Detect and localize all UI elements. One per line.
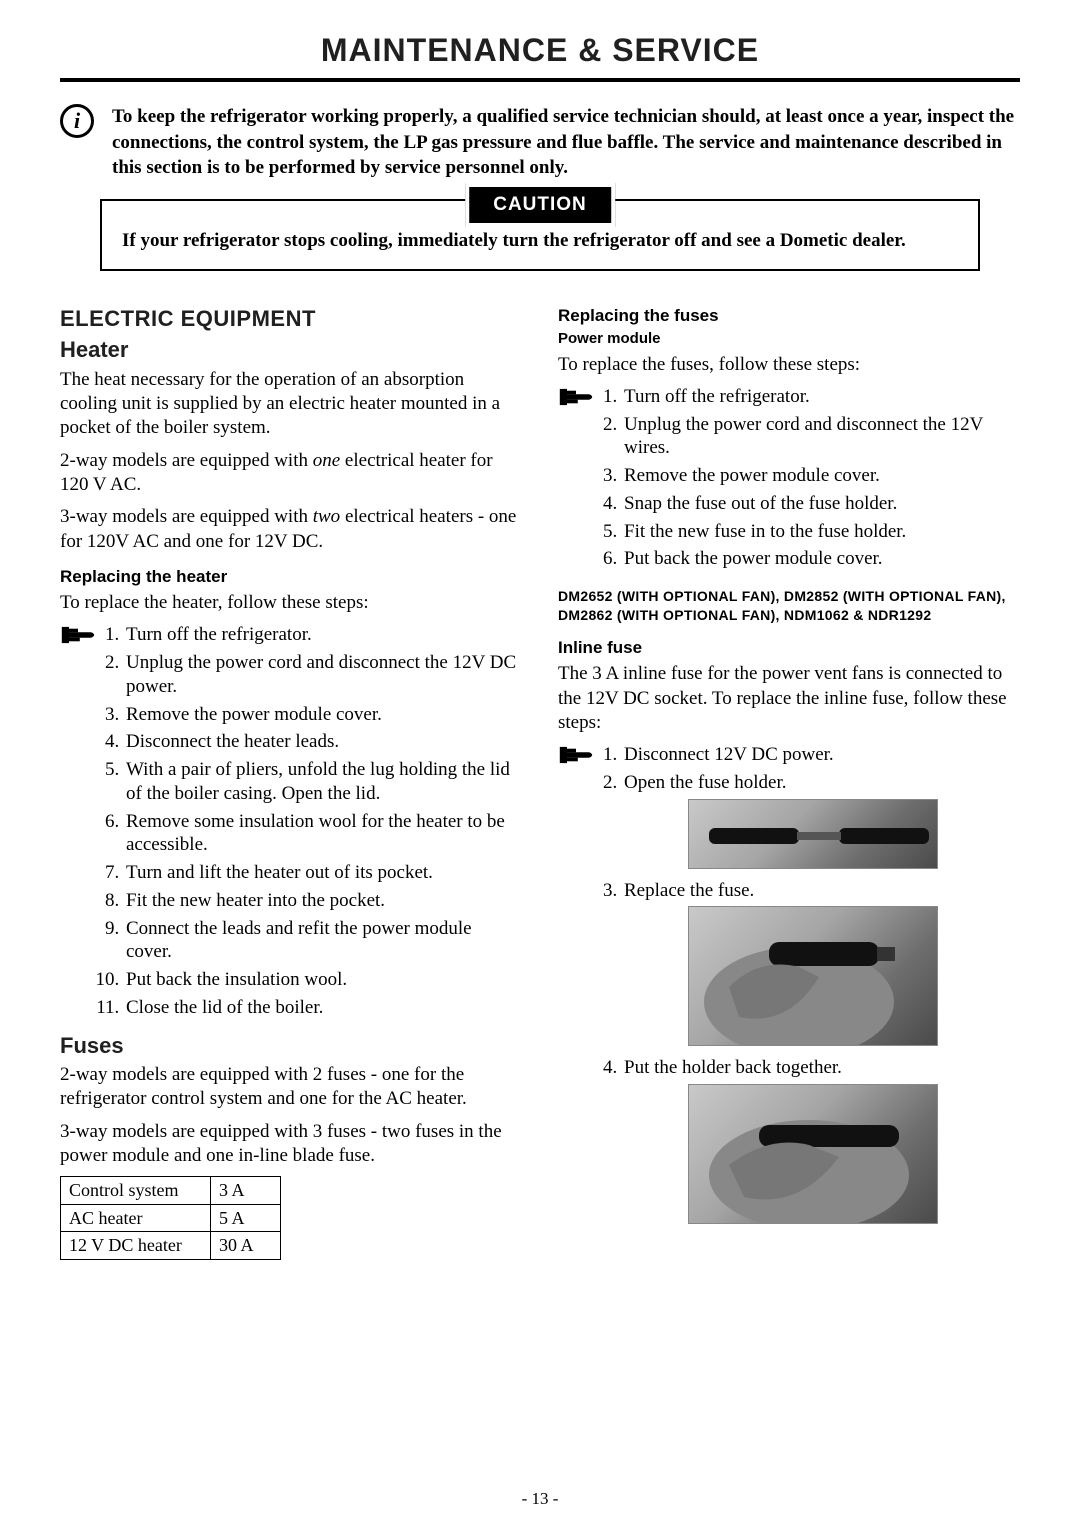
fuse-ratings-table: Control system 3 A AC heater 5 A 12 V DC…	[60, 1176, 281, 1260]
list-item: Remove the power module cover.	[622, 464, 1020, 488]
replace-fuse-image	[688, 906, 938, 1046]
inline-fuse-steps-list: Disconnect 12V DC power. Open the fuse h…	[558, 743, 1020, 1224]
heater-paragraph-1: The heat necessary for the operation of …	[60, 368, 522, 441]
pointing-hand-icon	[558, 743, 594, 767]
power-module-steps-list: Turn off the refrigerator. Unplug the po…	[558, 385, 1020, 571]
list-item: Snap the fuse out of the fuse holder.	[622, 492, 1020, 516]
info-icon: i	[60, 104, 94, 138]
pointing-hand-icon	[60, 623, 96, 647]
caution-text: If your refrigerator stops cooling, imme…	[122, 229, 958, 253]
caution-box: CAUTION If your refrigerator stops cooli…	[100, 199, 980, 271]
list-item: Put back the power module cover.	[622, 547, 1020, 571]
list-item: Unplug the power cord and disconnect the…	[622, 413, 1020, 461]
replacing-fuses-heading: Replacing the fuses	[558, 305, 1020, 326]
list-item: Put back the insulation wool.	[124, 968, 522, 992]
page-number: - 13 -	[0, 1488, 1080, 1509]
info-paragraph: To keep the refrigerator working properl…	[112, 104, 1020, 181]
fuses-paragraph-1: 2-way models are equipped with 2 fuses -…	[60, 1063, 522, 1112]
table-cell: Control system	[61, 1177, 211, 1205]
table-row: 12 V DC heater 30 A	[61, 1232, 281, 1260]
list-item: Disconnect 12V DC power.	[622, 743, 1020, 767]
table-row: Control system 3 A	[61, 1177, 281, 1205]
list-item: With a pair of pliers, unfold the lug ho…	[124, 758, 522, 806]
list-item: Close the lid of the boiler.	[124, 996, 522, 1020]
page-title: MAINTENANCE & SERVICE	[60, 30, 1020, 82]
open-fuse-holder-image	[688, 799, 938, 869]
power-module-heading: Power module	[558, 330, 1020, 349]
table-row: AC heater 5 A	[61, 1204, 281, 1232]
heater-steps-list: Turn off the refrigerator. Unplug the po…	[60, 623, 522, 1019]
list-item: Turn and lift the heater out of its pock…	[124, 861, 522, 885]
list-item: Turn off the refrigerator.	[124, 623, 522, 647]
list-item: Remove some insulation wool for the heat…	[124, 810, 522, 858]
list-item: Fit the new heater into the pocket.	[124, 889, 522, 913]
list-item: Replace the fuse.	[622, 879, 1020, 1047]
inline-fuse-heading: Inline fuse	[558, 637, 1020, 658]
pointing-hand-icon	[558, 385, 594, 409]
list-item: Put the holder back together.	[622, 1056, 1020, 1224]
model-compatibility-note: DM2652 (WITH OPTIONAL FAN), DM2852 (WITH…	[558, 587, 1020, 625]
inline-fuse-steps-box: Disconnect 12V DC power. Open the fuse h…	[558, 743, 1020, 1224]
list-item: Remove the power module cover.	[124, 703, 522, 727]
reassemble-holder-image	[688, 1084, 938, 1224]
table-cell: 12 V DC heater	[61, 1232, 211, 1260]
list-item: Open the fuse holder.	[622, 771, 1020, 869]
heater-steps-box: Turn off the refrigerator. Unplug the po…	[60, 623, 522, 1019]
table-cell: 5 A	[211, 1204, 281, 1232]
heater-paragraph-3: 3-way models are equipped with two elect…	[60, 505, 522, 554]
replacing-heater-heading: Replacing the heater	[60, 566, 522, 587]
list-item: Fit the new fuse in to the fuse holder.	[622, 520, 1020, 544]
table-cell: 30 A	[211, 1232, 281, 1260]
left-column: ELECTRIC EQUIPMENT Heater The heat neces…	[60, 299, 522, 1268]
table-cell: 3 A	[211, 1177, 281, 1205]
caution-label: CAUTION	[465, 183, 615, 227]
fuses-heading: Fuses	[60, 1032, 522, 1060]
table-cell: AC heater	[61, 1204, 211, 1232]
list-item: Disconnect the heater leads.	[124, 730, 522, 754]
right-column: Replacing the fuses Power module To repl…	[558, 299, 1020, 1268]
list-item: Turn off the refrigerator.	[622, 385, 1020, 409]
replacing-heater-intro: To replace the heater, follow these step…	[60, 591, 522, 615]
content-columns: ELECTRIC EQUIPMENT Heater The heat neces…	[60, 299, 1020, 1268]
info-row: i To keep the refrigerator working prope…	[60, 104, 1020, 181]
power-module-intro: To replace the fuses, follow these steps…	[558, 353, 1020, 377]
power-module-steps-box: Turn off the refrigerator. Unplug the po…	[558, 385, 1020, 571]
heater-paragraph-2: 2-way models are equipped with one elect…	[60, 449, 522, 498]
fuses-paragraph-2: 3-way models are equipped with 3 fuses -…	[60, 1120, 522, 1169]
electric-equipment-heading: ELECTRIC EQUIPMENT	[60, 305, 522, 333]
list-item: Unplug the power cord and disconnect the…	[124, 651, 522, 699]
heater-heading: Heater	[60, 336, 522, 364]
list-item: Connect the leads and refit the power mo…	[124, 917, 522, 965]
inline-fuse-intro: The 3 A inline fuse for the power vent f…	[558, 662, 1020, 735]
